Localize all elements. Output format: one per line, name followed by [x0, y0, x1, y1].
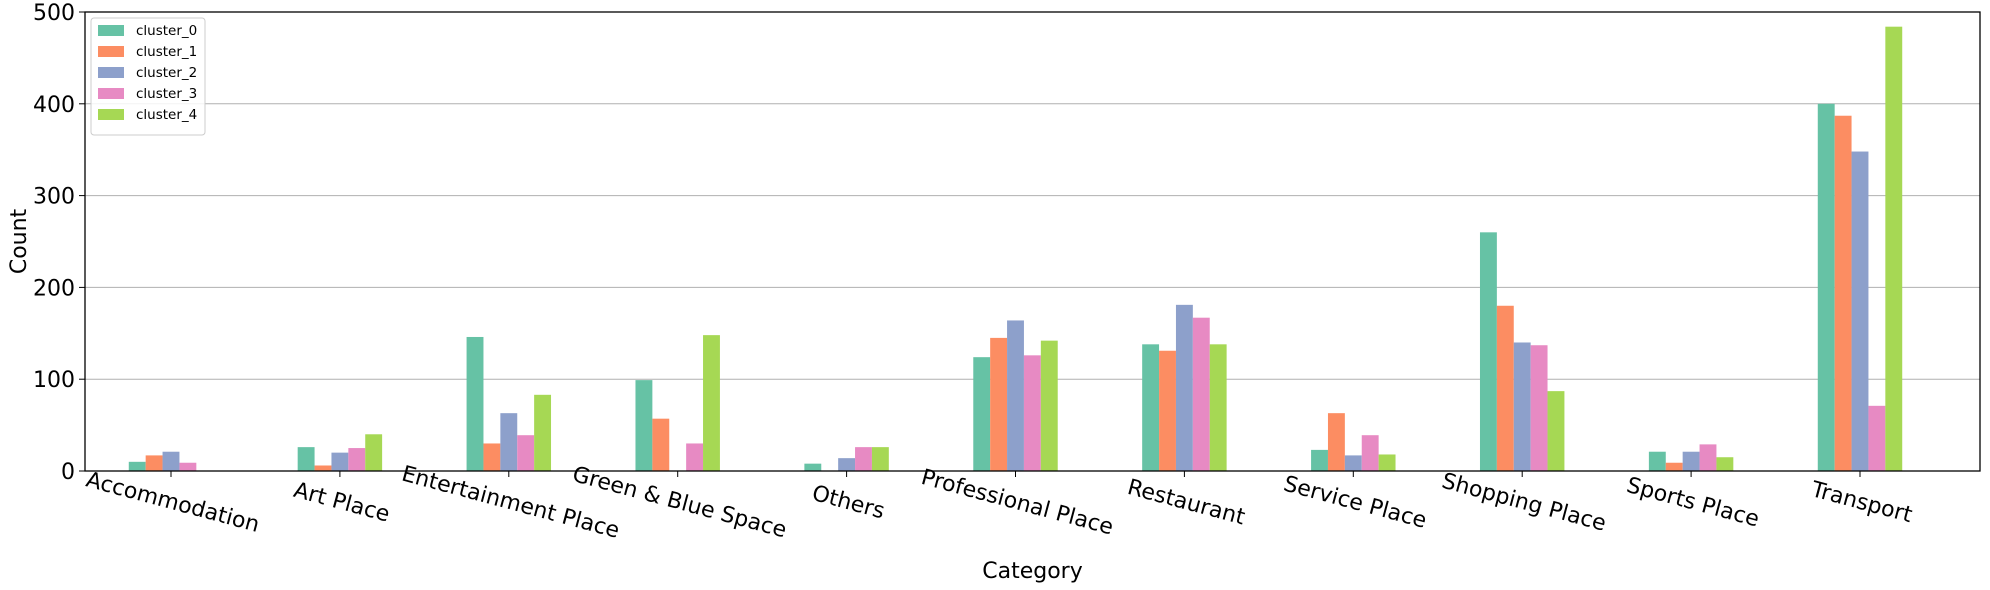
bar-cluster_0-5: [973, 357, 991, 471]
x-axis: Accommodation Art Place Entertainment Plac…: [83, 462, 1915, 544]
bar-cluster_2-7: [1344, 455, 1362, 471]
legend-swatch-cluster_2: [98, 67, 124, 78]
bar-cluster_1-7: [1327, 413, 1345, 471]
x-tick-label: Restaurant: [1125, 475, 1248, 530]
bar-cluster_4-6: [1209, 344, 1227, 471]
bar-cluster_4-4: [871, 447, 889, 471]
y-tick-label: 300: [33, 185, 75, 210]
y-tick-label: 200: [33, 276, 75, 301]
bar-cluster_4-7: [1378, 454, 1396, 471]
bar-cluster_3-3: [686, 443, 704, 471]
bar-cluster_1-2: [483, 443, 501, 471]
bar-cluster_3-2: [517, 435, 535, 471]
legend-label-cluster_3: cluster_3: [136, 86, 197, 102]
x-tick-label: Transport: [1808, 477, 1916, 528]
bar-cluster_3-1: [348, 448, 366, 471]
bar-cluster_4-5: [1040, 340, 1058, 471]
bar-cluster_3-9: [1699, 444, 1717, 471]
bar-cluster_1-3: [652, 418, 670, 471]
bar-cluster_0-4: [804, 463, 822, 471]
bar-cluster_2-0: [162, 451, 180, 471]
legend-label-cluster_1: cluster_1: [136, 44, 197, 60]
x-tick-label: Accommodation: [83, 468, 262, 538]
legend-swatch-cluster_3: [98, 88, 124, 99]
y-tick-label: 500: [33, 1, 75, 26]
bar-cluster_2-9: [1682, 451, 1700, 471]
bar-cluster_2-10: [1851, 151, 1869, 471]
bar-cluster_0-2: [466, 336, 484, 471]
bar-cluster_1-5: [990, 337, 1008, 471]
bar-cluster_0-6: [1142, 344, 1160, 471]
bar-cluster_0-1: [297, 447, 315, 471]
bar-cluster_4-9: [1716, 457, 1734, 471]
y-axis: 0 100 200 300 400 500: [33, 1, 85, 485]
bar-cluster_2-6: [1175, 304, 1193, 471]
legend-label-cluster_2: cluster_2: [136, 65, 197, 81]
legend-label-cluster_4: cluster_4: [136, 107, 197, 123]
y-tick-label: 0: [61, 460, 75, 485]
legend-label-cluster_0: cluster_0: [136, 23, 197, 39]
bar-cluster_4-1: [365, 434, 383, 471]
x-tick-label: Shopping Place: [1439, 469, 1609, 537]
bar-cluster_1-8: [1496, 305, 1514, 471]
bar-cluster_2-1: [331, 452, 349, 471]
y-axis-title: Count: [7, 208, 32, 274]
legend: cluster_0 cluster_1 cluster_2 cluster_3clus…: [90, 17, 206, 136]
bar-cluster_3-6: [1192, 317, 1210, 471]
bar-cluster_0-9: [1648, 451, 1666, 471]
legend-swatch-cluster_1: [98, 46, 124, 57]
grid-lines: [85, 11, 1980, 380]
bar-cluster_4-3: [703, 335, 720, 471]
bar-cluster_4-2: [534, 394, 552, 471]
bar-cluster_3-4: [855, 447, 872, 471]
bar-cluster_0-0: [128, 461, 146, 471]
bar-cluster_0-10: [1817, 103, 1835, 472]
bar-cluster_1-1: [314, 465, 332, 471]
bar-cluster_2-8: [1513, 342, 1531, 471]
legend-swatch-cluster_0: [98, 25, 124, 36]
plot-frame: [84, 11, 1981, 472]
bar-cluster_2-5: [1007, 320, 1024, 471]
legend-swatch-cluster_4: [98, 109, 124, 120]
bars: [128, 26, 1903, 472]
bar-cluster_1-9: [1665, 462, 1683, 471]
bar-cluster_3-5: [1023, 355, 1041, 471]
bar-cluster_0-8: [1479, 232, 1497, 471]
x-tick-label: Art Place: [291, 478, 392, 528]
bar-cluster_0-7: [1311, 449, 1328, 471]
x-axis-title: Category: [982, 559, 1083, 584]
bar-cluster_3-0: [179, 462, 197, 471]
x-tick-label: Others: [809, 481, 887, 524]
bar-cluster_3-7: [1361, 435, 1379, 471]
bar-cluster_3-10: [1868, 405, 1886, 471]
x-tick-label: Service Place: [1281, 472, 1429, 534]
bar-cluster_2-2: [500, 413, 518, 471]
bar-cluster_1-10: [1834, 115, 1852, 471]
y-tick-label: 400: [33, 93, 75, 118]
x-tick-label: Professional Place: [918, 465, 1115, 540]
bar-cluster_0-3: [635, 380, 653, 471]
x-tick-label: Sports Place: [1624, 473, 1762, 532]
bar-cluster_4-8: [1547, 391, 1565, 471]
bar-cluster_1-0: [145, 455, 163, 471]
bar-cluster_3-8: [1530, 345, 1548, 471]
bar-cluster_4-10: [1885, 26, 1903, 472]
bar-cluster_1-6: [1159, 350, 1176, 471]
y-tick-label: 100: [33, 368, 75, 393]
bar-cluster_2-4: [838, 458, 856, 471]
